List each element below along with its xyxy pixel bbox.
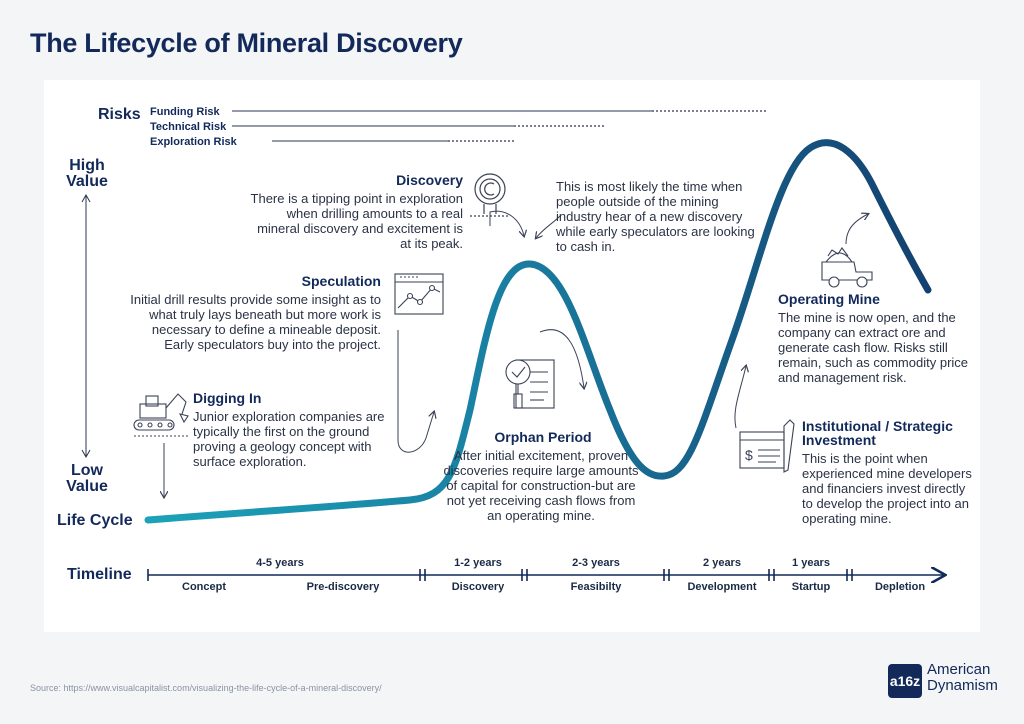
- timeline-phase: Concept: [182, 581, 226, 593]
- institutional-title: Institutional / Strategic Investment: [802, 418, 953, 448]
- orphan-period-body: After initial excitement, proven discove…: [443, 448, 639, 523]
- speculation-title: Speculation: [301, 273, 381, 289]
- timeline-duration: 1-2 years: [454, 557, 502, 569]
- chart-icon: [394, 273, 444, 315]
- excavator-icon: [133, 393, 190, 437]
- infographic-panel: [44, 80, 980, 632]
- timeline-phase: Depletion: [874, 581, 926, 593]
- brand-line-1: American: [927, 661, 991, 678]
- value-axis-down-arrow: [81, 449, 91, 459]
- source-citation: Source: https://www.visualcapitalist.com…: [30, 683, 382, 693]
- discovery-title: Discovery: [396, 172, 463, 188]
- high-value-label: High Value: [66, 157, 108, 190]
- speculation-arrow: [397, 330, 434, 453]
- timeline-divider: [419, 569, 853, 581]
- institutional-arrow: [734, 366, 746, 429]
- timeline-duration: 2-3 years: [572, 557, 620, 569]
- orphan-arrow: [539, 329, 584, 388]
- exploration-risk-label: Exploration Risk: [150, 136, 237, 148]
- timeline-phase: Startup: [791, 581, 831, 593]
- life-cycle-label: Life Cycle: [57, 512, 133, 529]
- risks-label: Risks: [98, 106, 141, 123]
- dump-truck-icon: [821, 247, 873, 288]
- value-axis-up-arrow: [81, 193, 91, 203]
- timeline-label: Timeline: [67, 566, 132, 583]
- discovery-note: This is most likely the time when people…: [556, 179, 755, 254]
- low-value-label: Low Value: [66, 462, 108, 495]
- brand-line-2: Dynamism: [927, 677, 998, 694]
- operating-mine-body: The mine is now open, and the company ca…: [778, 310, 969, 385]
- funding-risk-label: Funding Risk: [150, 106, 220, 118]
- speculation-body: Initial drill results provide some insig…: [130, 292, 381, 352]
- brand-name: American Dynamism: [927, 662, 998, 694]
- orphan-period-title: Orphan Period: [494, 429, 592, 445]
- page-title: The Lifecycle of Mineral Discovery: [30, 28, 463, 58]
- timeline-phase: Feasibilty: [570, 581, 622, 593]
- timeline-duration: 2 years: [703, 557, 741, 569]
- discovery-arrow: [489, 210, 524, 236]
- lifecycle-curve: [144, 139, 932, 524]
- timeline-duration: 4-5 years: [256, 557, 304, 569]
- target-icon: [470, 173, 508, 217]
- technical-risk-label: Technical Risk: [150, 121, 227, 133]
- money-check-icon: $: [739, 419, 795, 473]
- institutional-body: This is the point when experienced mine …: [802, 451, 972, 526]
- timeline-phase: Discovery: [451, 581, 505, 593]
- a16z-logo: a16z: [888, 664, 922, 698]
- operating-mine-title: Operating Mine: [778, 291, 880, 307]
- note-arrow: [536, 215, 561, 238]
- timeline-phase: Pre-discovery: [306, 581, 380, 593]
- document-search-icon: [505, 359, 555, 409]
- timeline-phase: Development: [687, 581, 757, 593]
- svg-text:$: $: [745, 447, 753, 463]
- discovery-body: There is a tipping point in exploration …: [250, 191, 463, 251]
- timeline-duration: 1 years: [792, 557, 830, 569]
- digging-in-title: Digging In: [193, 390, 262, 406]
- digging-in-body: Junior exploration companies are typical…: [193, 409, 385, 469]
- operating-arrow: [845, 214, 868, 245]
